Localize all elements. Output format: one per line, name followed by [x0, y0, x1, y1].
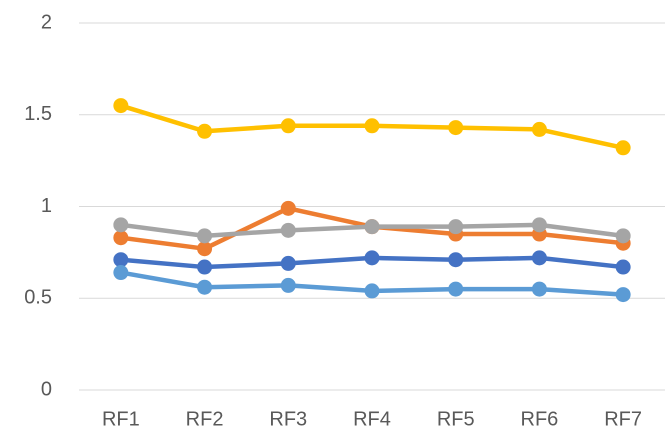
point — [197, 279, 213, 295]
point — [615, 259, 631, 275]
point — [113, 230, 129, 246]
point — [531, 250, 547, 266]
point — [113, 252, 129, 268]
x-tick-label: RF7 — [604, 408, 642, 430]
point — [280, 200, 296, 216]
point — [364, 219, 380, 235]
x-tick-label: RF2 — [186, 408, 224, 430]
x-tick-label: RF5 — [437, 408, 475, 430]
y-tick-label: 1.5 — [24, 103, 52, 125]
point — [197, 241, 213, 257]
point — [448, 281, 464, 297]
y-tick-label: 0.5 — [24, 287, 52, 309]
y-tick-label: 0 — [41, 378, 52, 400]
point — [364, 250, 380, 266]
point — [531, 217, 547, 233]
point — [280, 222, 296, 238]
point — [364, 283, 380, 299]
y-tick-label: 1 — [41, 195, 52, 217]
point — [113, 98, 129, 114]
point — [448, 252, 464, 268]
point — [197, 228, 213, 244]
point — [615, 287, 631, 303]
point — [615, 140, 631, 156]
x-tick-label: RF3 — [269, 408, 307, 430]
point — [197, 259, 213, 275]
y-tick-label: 2 — [41, 11, 52, 33]
point — [448, 219, 464, 235]
point — [280, 118, 296, 134]
x-tick-label: RF1 — [102, 408, 140, 430]
x-tick-label: RF6 — [521, 408, 559, 430]
point — [113, 217, 129, 233]
point — [280, 277, 296, 293]
point — [615, 228, 631, 244]
point — [531, 121, 547, 137]
point — [364, 118, 380, 134]
point — [448, 120, 464, 136]
point — [280, 255, 296, 271]
x-tick-label: RF4 — [353, 408, 391, 430]
point — [531, 281, 547, 297]
point — [197, 123, 213, 139]
point — [113, 265, 129, 281]
